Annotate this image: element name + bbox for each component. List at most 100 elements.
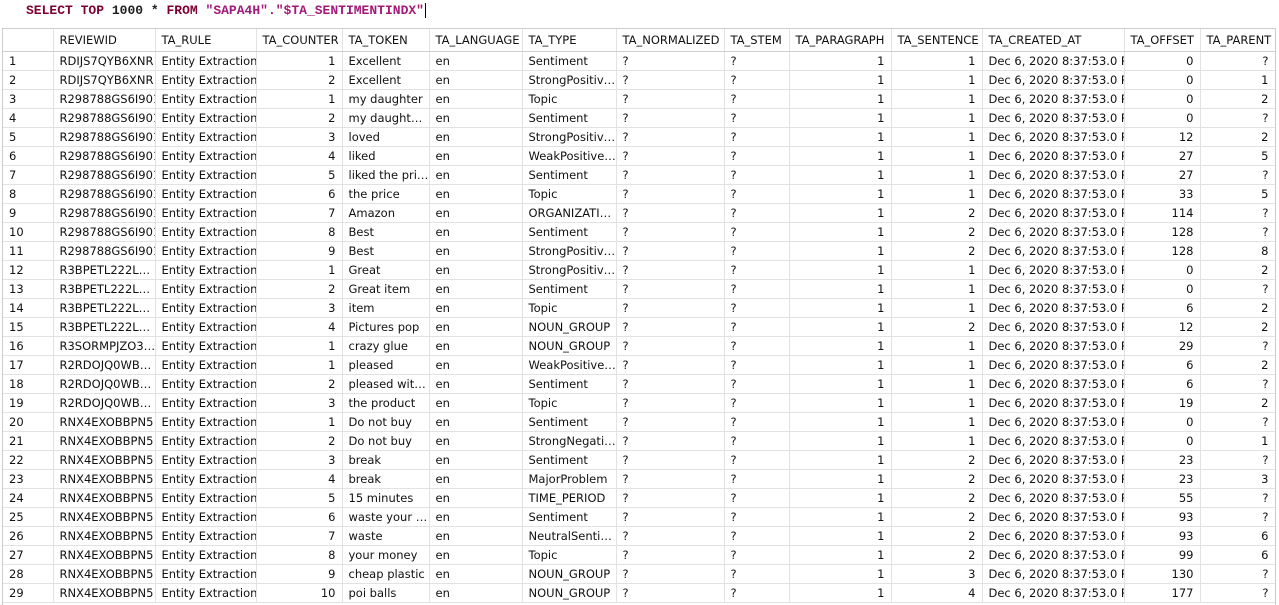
table-cell[interactable]: 6	[1124, 298, 1201, 318]
table-cell[interactable]: en	[429, 317, 523, 337]
table-cell[interactable]: Entity Extraction	[155, 298, 257, 318]
table-cell[interactable]: ?	[616, 241, 725, 261]
column-header[interactable]: TA_PARENT	[1200, 29, 1275, 52]
table-cell[interactable]: R298788GS6I901	[53, 165, 156, 185]
row-number[interactable]: 17	[3, 355, 54, 375]
row-number[interactable]: 27	[3, 545, 54, 565]
table-cell[interactable]: Dec 6, 2020 8:37:53.0 PM	[982, 184, 1125, 204]
table-cell[interactable]: break	[342, 469, 430, 489]
table-cell[interactable]: 1	[789, 146, 892, 166]
table-row[interactable]: 15 R3BPETL222L… Entity Extraction 4 Pictures…	[3, 317, 1275, 337]
table-row[interactable]: 26 RNX4EXOBBPN5 Entity Extraction 7 waste en N…	[3, 526, 1275, 546]
table-cell[interactable]: Dec 6, 2020 8:37:53.0 PM	[982, 279, 1125, 299]
table-row[interactable]: 5 R298788GS6I901 Entity Extraction 3 loved en…	[3, 127, 1275, 147]
table-cell[interactable]: en	[429, 583, 523, 603]
table-cell[interactable]: 1	[789, 108, 892, 128]
table-cell[interactable]: ?	[616, 260, 725, 280]
table-cell[interactable]: R3BPETL222L…	[53, 279, 156, 299]
table-row[interactable]: 28 RNX4EXOBBPN5 Entity Extraction 9 cheap pl…	[3, 564, 1275, 584]
table-cell[interactable]: 1	[891, 184, 983, 204]
table-cell[interactable]: 3	[1200, 469, 1275, 489]
table-cell[interactable]: ?	[616, 583, 725, 603]
table-cell[interactable]: 2	[256, 279, 343, 299]
table-cell[interactable]: ?	[724, 298, 790, 318]
table-cell[interactable]: en	[429, 488, 523, 508]
table-cell[interactable]: 5	[256, 488, 343, 508]
table-cell[interactable]: en	[429, 298, 523, 318]
table-cell[interactable]: 1	[789, 241, 892, 261]
table-cell[interactable]: en	[429, 51, 523, 71]
table-cell[interactable]: ?	[724, 146, 790, 166]
table-cell[interactable]: 1	[789, 51, 892, 71]
table-cell[interactable]: 23	[1124, 450, 1201, 470]
table-cell[interactable]: en	[429, 431, 523, 451]
table-cell[interactable]: 27	[1124, 146, 1201, 166]
table-cell[interactable]: ?	[616, 355, 725, 375]
row-number[interactable]: 20	[3, 412, 54, 432]
table-cell[interactable]: ?	[724, 564, 790, 584]
table-cell[interactable]: RNX4EXOBBPN5	[53, 412, 156, 432]
table-cell[interactable]: 1	[789, 374, 892, 394]
table-cell[interactable]: 128	[1124, 222, 1201, 242]
table-cell[interactable]: ?	[724, 355, 790, 375]
table-cell[interactable]: WeakPositive…	[522, 146, 617, 166]
table-cell[interactable]: R2RDOJQ0WB…	[53, 355, 156, 375]
table-cell[interactable]: RNX4EXOBBPN5	[53, 564, 156, 584]
table-cell[interactable]: RDIJS7QYB6XNR	[53, 51, 156, 71]
table-cell[interactable]: Dec 6, 2020 8:37:53.0 PM	[982, 146, 1125, 166]
column-header[interactable]: TA_NORMALIZED	[616, 29, 725, 52]
table-cell[interactable]: 0	[1124, 51, 1201, 71]
table-cell[interactable]: en	[429, 241, 523, 261]
table-cell[interactable]: 1	[1200, 70, 1275, 90]
row-number[interactable]: 15	[3, 317, 54, 337]
table-cell[interactable]: 4	[256, 146, 343, 166]
table-cell[interactable]: 7	[256, 526, 343, 546]
column-header[interactable]: REVIEWID	[53, 29, 156, 52]
column-header[interactable]: TA_SENTENCE	[891, 29, 983, 52]
table-cell[interactable]: Sentiment	[522, 222, 617, 242]
table-cell[interactable]: Entity Extraction	[155, 564, 257, 584]
column-header[interactable]: TA_TOKEN	[342, 29, 430, 52]
table-cell[interactable]: ?	[724, 450, 790, 470]
table-cell[interactable]: 2	[891, 526, 983, 546]
table-cell[interactable]: Dec 6, 2020 8:37:53.0 PM	[982, 298, 1125, 318]
table-cell[interactable]: StrongNegati…	[522, 431, 617, 451]
column-header[interactable]: TA_COUNTER	[256, 29, 343, 52]
table-cell[interactable]: Entity Extraction	[155, 393, 257, 413]
column-header[interactable]: TA_RULE	[155, 29, 257, 52]
table-cell[interactable]: ?	[616, 336, 725, 356]
column-header[interactable]	[3, 29, 54, 52]
table-cell[interactable]: 0	[1124, 431, 1201, 451]
row-number[interactable]: 14	[3, 298, 54, 318]
table-cell[interactable]: 130	[1124, 564, 1201, 584]
table-cell[interactable]: 6	[1200, 526, 1275, 546]
table-cell[interactable]: Sentiment	[522, 374, 617, 394]
table-cell[interactable]: liked	[342, 146, 430, 166]
table-cell[interactable]: 33	[1124, 184, 1201, 204]
table-cell[interactable]: Dec 6, 2020 8:37:53.0 PM	[982, 488, 1125, 508]
table-cell[interactable]: ?	[1200, 488, 1275, 508]
table-cell[interactable]: en	[429, 507, 523, 527]
table-cell[interactable]: 5	[1200, 184, 1275, 204]
table-cell[interactable]: en	[429, 260, 523, 280]
table-cell[interactable]: Dec 6, 2020 8:37:53.0 PM	[982, 469, 1125, 489]
table-cell[interactable]: Topic	[522, 298, 617, 318]
table-cell[interactable]: ?	[724, 51, 790, 71]
table-row[interactable]: 8 R298788GS6I901 Entity Extraction 6 the pri…	[3, 184, 1275, 204]
table-cell[interactable]: en	[429, 469, 523, 489]
table-cell[interactable]: R2RDOJQ0WB…	[53, 393, 156, 413]
table-cell[interactable]: NeutralSenti…	[522, 526, 617, 546]
table-cell[interactable]: ?	[724, 545, 790, 565]
table-cell[interactable]: 2	[256, 374, 343, 394]
table-cell[interactable]: ?	[724, 336, 790, 356]
table-cell[interactable]: 12	[1124, 317, 1201, 337]
table-cell[interactable]: 9	[256, 241, 343, 261]
table-row[interactable]: 25 RNX4EXOBBPN5 Entity Extraction 6 waste yo…	[3, 507, 1275, 527]
table-cell[interactable]: 3	[256, 127, 343, 147]
table-cell[interactable]: Entity Extraction	[155, 450, 257, 470]
table-cell[interactable]: en	[429, 203, 523, 223]
row-number[interactable]: 11	[3, 241, 54, 261]
table-cell[interactable]: ?	[1200, 374, 1275, 394]
table-cell[interactable]: pleased	[342, 355, 430, 375]
table-cell[interactable]: 2	[256, 70, 343, 90]
